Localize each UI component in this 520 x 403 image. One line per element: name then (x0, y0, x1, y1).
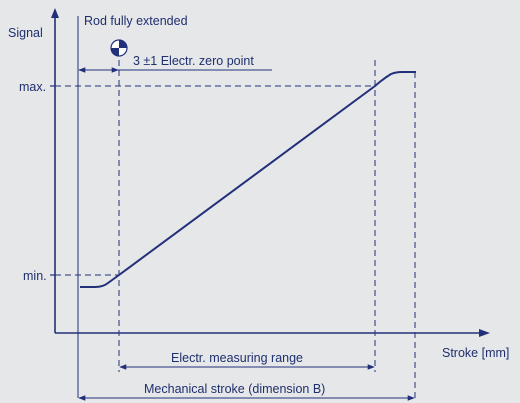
signal-curve (80, 71, 416, 288)
x-axis-arrowhead (479, 329, 490, 337)
max-label: max. (19, 80, 46, 94)
zero-point-label: 3 ±1 Electr. zero point (133, 54, 254, 68)
min-label: min. (23, 269, 47, 283)
center-of-mass-icon (110, 39, 128, 57)
measuring-range-label: Electr. measuring range (171, 351, 303, 365)
rod-extended-label: Rod fully extended (84, 14, 188, 28)
signal-axis-label: Signal (8, 26, 43, 40)
y-axis-arrowhead (51, 8, 59, 18)
mechanical-stroke-label: Mechanical stroke (dimension B) (144, 382, 325, 396)
stroke-axis-label: Stroke [mm] (442, 346, 509, 360)
